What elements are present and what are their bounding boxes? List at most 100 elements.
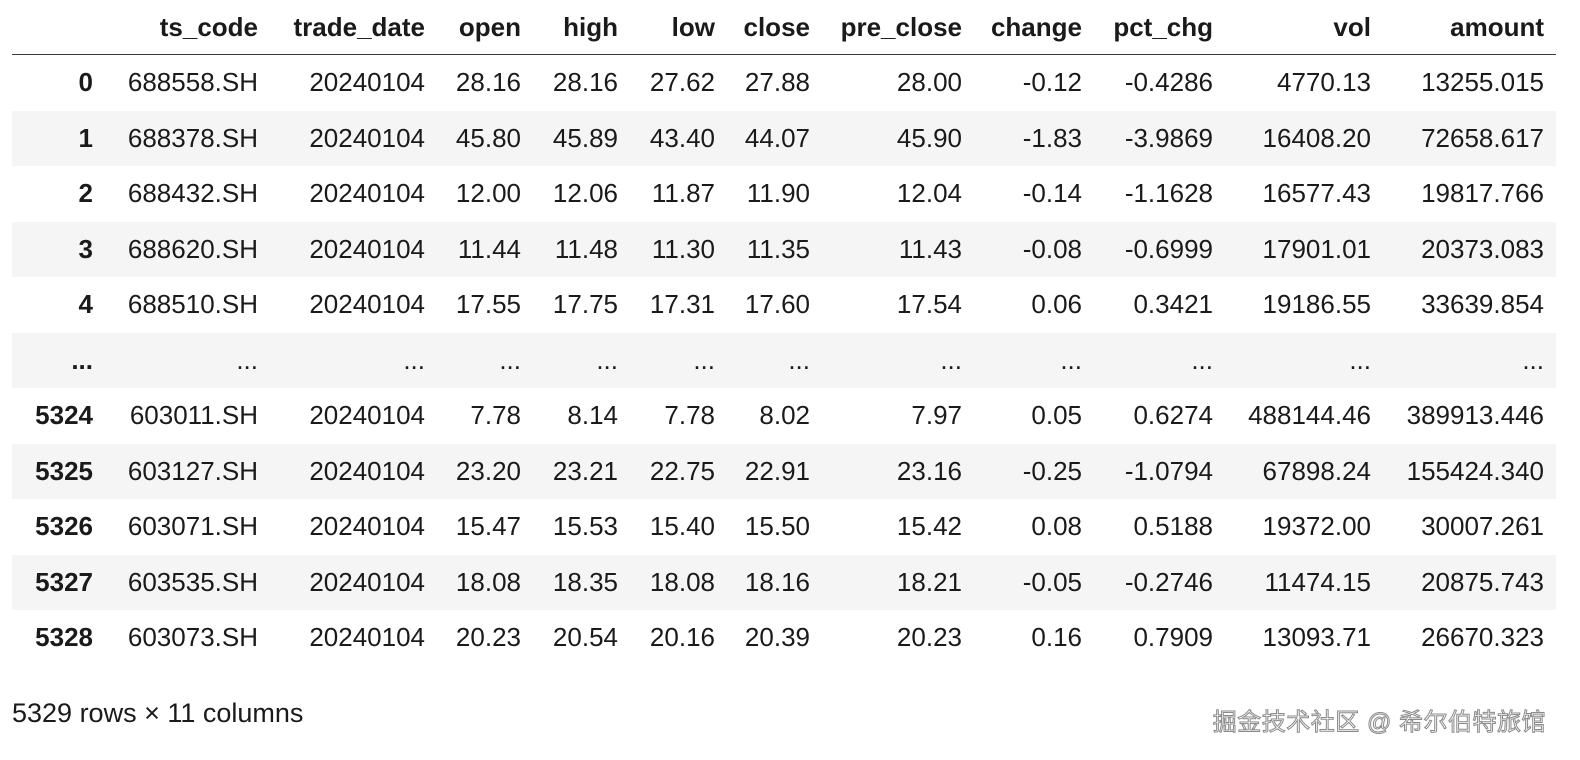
row-index-cell: 5325 [35, 455, 93, 486]
cell-close: 22.91 [744, 455, 810, 486]
cell-trade-date: 20240104 [309, 178, 425, 209]
cell-open: 7.78 [470, 400, 521, 431]
row-index-cell: 5327 [35, 566, 93, 597]
cell-close: 8.02 [759, 400, 810, 431]
cell-change: ... [1060, 344, 1082, 375]
ellipsis-row: .................................... [12, 332, 1556, 388]
cell-vol: 19372.00 [1262, 511, 1371, 542]
row-index-cell: 3 [78, 233, 93, 264]
cell-close: 27.88 [744, 67, 810, 98]
table-row: 3 688620.SH 20240104 11.44 11.48 11.30 11.35 11… [12, 221, 1556, 277]
cell-trade-date: 20240104 [309, 67, 425, 98]
cell-low: 17.31 [649, 289, 715, 320]
cell-ts-code: 688558.SH [127, 67, 258, 98]
cell-pre-close: 23.16 [896, 455, 962, 486]
cell-high: 8.14 [567, 400, 618, 431]
cell-close: ... [788, 344, 810, 375]
cell-pct-chg: -0.2746 [1124, 566, 1213, 597]
cell-open: 12.00 [455, 178, 521, 209]
cell-high: 23.21 [552, 455, 618, 486]
cell-trade-date: 20240104 [309, 566, 425, 597]
cell-high: 20.54 [552, 622, 618, 653]
row-index-cell: 5324 [35, 400, 93, 431]
cell-pre-close: 12.04 [896, 178, 962, 209]
dataframe-output: ts_code trade_date open high low close p… [12, 0, 1556, 666]
table-row: 5326 603071.SH 20240104 15.47 15.53 15.40 15.5… [12, 499, 1556, 555]
cell-high: 11.48 [554, 233, 618, 264]
cell-vol: 17901.01 [1262, 233, 1371, 264]
table-row: 2 688432.SH 20240104 12.00 12.06 11.87 11.90 12… [12, 166, 1556, 222]
cell-ts-code: 688432.SH [127, 178, 258, 209]
cell-open: 45.80 [455, 122, 521, 153]
cell-open: ... [499, 344, 521, 375]
cell-close: 15.50 [744, 511, 810, 542]
cell-change: 0.16 [1031, 622, 1082, 653]
cell-close: 11.90 [746, 178, 810, 209]
cell-pre-close: 17.54 [896, 289, 962, 320]
cell-amount: 20373.083 [1421, 233, 1544, 264]
table-row: 1 688378.SH 20240104 45.80 45.89 43.40 44.07 45… [12, 110, 1556, 166]
cell-close: 44.07 [744, 122, 810, 153]
cell-amount: 19817.766 [1421, 178, 1544, 209]
cell-open: 28.16 [455, 67, 521, 98]
cell-vol: 19186.55 [1262, 289, 1371, 320]
table-row: 4 688510.SH 20240104 17.55 17.75 17.31 17.60 17… [12, 277, 1556, 333]
cell-trade-date: 20240104 [309, 233, 425, 264]
cell-open: 23.20 [455, 455, 521, 486]
cell-trade-date: 20240104 [309, 511, 425, 542]
column-header-open: open [437, 0, 533, 55]
cell-ts-code: ... [236, 344, 258, 375]
cell-pct-chg: -1.0794 [1124, 455, 1213, 486]
column-header-pct-chg: pct_chg [1094, 0, 1225, 55]
table-row: 5325 603127.SH 20240104 23.20 23.21 22.75 22.9… [12, 443, 1556, 499]
cell-ts-code: 688378.SH [127, 122, 258, 153]
cell-change: -0.05 [1022, 566, 1082, 597]
cell-change: -0.08 [1022, 233, 1082, 264]
cell-open: 20.23 [455, 622, 521, 653]
cell-low: 11.30 [651, 233, 715, 264]
cell-high: 15.53 [552, 511, 618, 542]
table-body: 0 688558.SH 20240104 28.16 28.16 27.62 27.88 28… [12, 55, 1556, 666]
cell-ts-code: 603535.SH [127, 566, 258, 597]
cell-low: 22.75 [649, 455, 715, 486]
cell-vol: 16408.20 [1262, 122, 1371, 153]
cell-vol: 488144.46 [1248, 400, 1371, 431]
cell-pre-close: 11.43 [898, 233, 962, 264]
cell-pre-close: 28.00 [896, 67, 962, 98]
cell-low: 11.87 [651, 178, 715, 209]
cell-pct-chg: -1.1628 [1124, 178, 1213, 209]
row-index-cell: 5328 [35, 622, 93, 653]
cell-change: -1.83 [1022, 122, 1082, 153]
cell-pct-chg: 0.5188 [1133, 511, 1213, 542]
cell-pct-chg: 0.6274 [1133, 400, 1213, 431]
cell-pre-close: ... [940, 344, 962, 375]
cell-vol: ... [1349, 344, 1371, 375]
cell-low: 15.40 [649, 511, 715, 542]
table-row: 0 688558.SH 20240104 28.16 28.16 27.62 27.88 28… [12, 55, 1556, 111]
cell-open: 18.08 [455, 566, 521, 597]
cell-close: 18.16 [744, 566, 810, 597]
cell-low: ... [693, 344, 715, 375]
table-row: 5327 603535.SH 20240104 18.08 18.35 18.08 18.1… [12, 554, 1556, 610]
cell-vol: 11474.15 [1264, 566, 1371, 597]
cell-open: 17.55 [455, 289, 521, 320]
cell-trade-date: 20240104 [309, 622, 425, 653]
cell-trade-date: 20240104 [309, 289, 425, 320]
cell-ts-code: 603073.SH [127, 622, 258, 653]
cell-pre-close: 7.97 [911, 400, 962, 431]
cell-close: 20.39 [744, 622, 810, 653]
column-header-change: change [974, 0, 1094, 55]
cell-change: -0.25 [1022, 455, 1082, 486]
cell-high: 17.75 [552, 289, 618, 320]
cell-amount: 33639.854 [1421, 289, 1544, 320]
cell-amount: 155424.340 [1406, 455, 1544, 486]
index-column-header [12, 0, 105, 55]
cell-ts-code: 688510.SH [127, 289, 258, 320]
cell-pre-close: 45.90 [896, 122, 962, 153]
dataframe-table: ts_code trade_date open high low close p… [12, 0, 1556, 666]
cell-pre-close: 18.21 [896, 566, 962, 597]
cell-ts-code: 603011.SH [129, 400, 258, 431]
cell-change: 0.08 [1031, 511, 1082, 542]
cell-high: 45.89 [552, 122, 618, 153]
cell-open: 15.47 [455, 511, 521, 542]
